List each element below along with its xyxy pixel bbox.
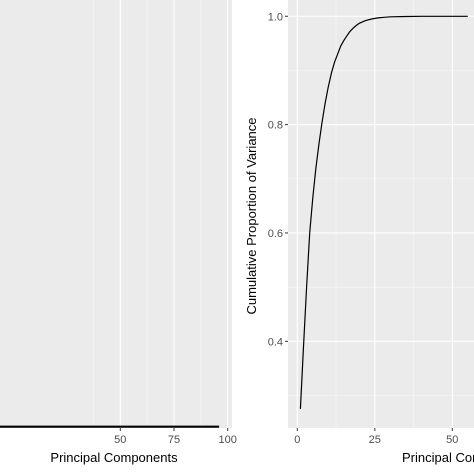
right-x-tick-label: 0	[294, 434, 300, 446]
left-plot-background	[0, 0, 232, 428]
right-y-tick-label: 0.8	[268, 120, 283, 132]
cumulative-variance-panel: 0 25 50 0.4 0.6 0.8 1.0	[268, 0, 474, 446]
left-x-tick-label: 75	[168, 434, 180, 446]
right-x-axis-title: Principal Components	[402, 450, 474, 465]
left-x-tick-label: 100	[219, 434, 237, 446]
right-x-tick-label: 25	[369, 434, 381, 446]
right-y-tick-label: 0.4	[268, 336, 283, 348]
left-x-tick-label: 50	[114, 434, 126, 446]
right-series-line-0	[299, 15, 468, 410]
left-cutoff-scree-panel: 50 75 100	[0, 0, 237, 446]
right-x-tick-label: 50	[446, 434, 458, 446]
left-x-axis-title: Principal Components	[50, 450, 178, 465]
right-y-tick-label: 0.6	[268, 228, 283, 240]
right-y-tick-label: 1.0	[268, 11, 283, 23]
right-plot-background	[288, 0, 474, 428]
right-y-axis-title: Cumulative Proportion of Variance	[244, 117, 259, 314]
